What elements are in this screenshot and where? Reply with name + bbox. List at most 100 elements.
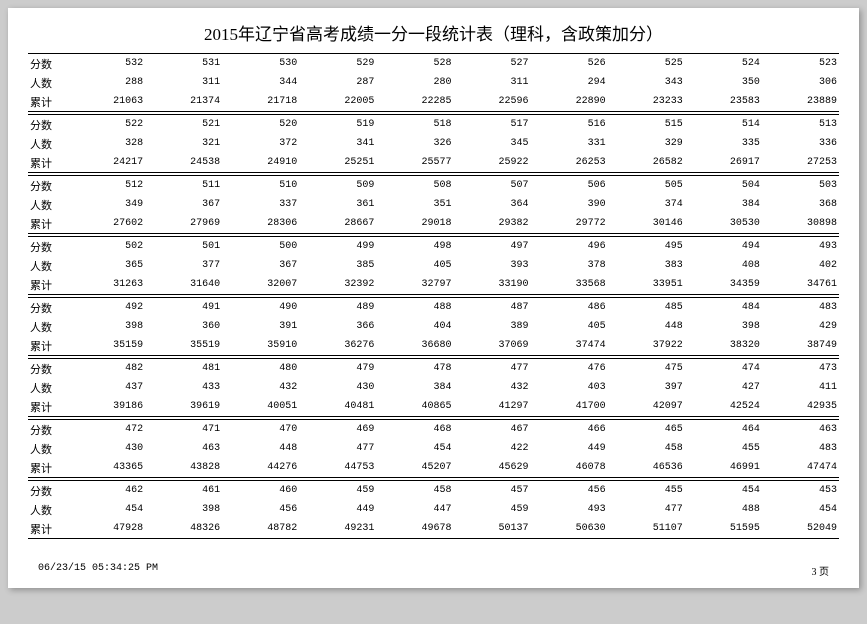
score-block: 分数492491490489488487486485484483人数398360… bbox=[28, 297, 839, 356]
data-cell: 453 bbox=[762, 481, 839, 500]
data-cell: 28306 bbox=[222, 214, 299, 233]
row-label: 累计 bbox=[28, 153, 68, 172]
score-table: 分数462461460459458457456455454453人数454398… bbox=[28, 481, 839, 538]
data-cell: 341 bbox=[299, 134, 376, 153]
data-cell: 40051 bbox=[222, 397, 299, 416]
data-cell: 500 bbox=[222, 237, 299, 256]
data-cell: 468 bbox=[376, 420, 453, 439]
data-cell: 515 bbox=[608, 115, 685, 134]
table-row: 累计27602279692830628667290182938229772301… bbox=[28, 214, 839, 233]
table-row: 分数492491490489488487486485484483 bbox=[28, 298, 839, 317]
data-cell: 523 bbox=[762, 54, 839, 73]
data-cell: 24217 bbox=[68, 153, 145, 172]
document-page: 2015年辽宁省高考成绩一分一段统计表（理科，含政策加分） 分数53253153… bbox=[8, 8, 859, 588]
row-label: 人数 bbox=[28, 317, 68, 336]
row-label: 分数 bbox=[28, 481, 68, 500]
table-row: 人数349367337361351364390374384368 bbox=[28, 195, 839, 214]
score-table: 分数472471470469468467466465464463人数430463… bbox=[28, 420, 839, 477]
data-cell: 37922 bbox=[608, 336, 685, 355]
data-cell: 532 bbox=[68, 54, 145, 73]
row-label: 累计 bbox=[28, 275, 68, 294]
data-cell: 465 bbox=[608, 420, 685, 439]
data-cell: 52049 bbox=[762, 519, 839, 538]
data-cell: 377 bbox=[145, 256, 222, 275]
data-cell: 349 bbox=[68, 195, 145, 214]
data-cell: 403 bbox=[531, 378, 608, 397]
score-block: 分数482481480479478477476475474473人数437433… bbox=[28, 358, 839, 417]
footer-page-number: 3 页 bbox=[812, 563, 830, 578]
data-cell: 26917 bbox=[685, 153, 762, 172]
data-cell: 398 bbox=[68, 317, 145, 336]
data-cell: 46991 bbox=[685, 458, 762, 477]
table-row: 累计35159355193591036276366803706937474379… bbox=[28, 336, 839, 355]
data-cell: 514 bbox=[685, 115, 762, 134]
data-cell: 506 bbox=[531, 176, 608, 195]
data-cell: 479 bbox=[299, 359, 376, 378]
data-cell: 492 bbox=[68, 298, 145, 317]
data-cell: 29018 bbox=[376, 214, 453, 233]
data-cell: 393 bbox=[453, 256, 530, 275]
data-cell: 470 bbox=[222, 420, 299, 439]
page-footer: 06/23/15 05:34:25 PM 3 页 bbox=[38, 563, 829, 578]
data-cell: 41700 bbox=[531, 397, 608, 416]
data-cell: 21063 bbox=[68, 92, 145, 111]
data-cell: 432 bbox=[222, 378, 299, 397]
data-cell: 458 bbox=[376, 481, 453, 500]
data-cell: 519 bbox=[299, 115, 376, 134]
data-cell: 433 bbox=[145, 378, 222, 397]
data-cell: 475 bbox=[608, 359, 685, 378]
data-cell: 37474 bbox=[531, 336, 608, 355]
data-cell: 521 bbox=[145, 115, 222, 134]
data-cell: 31640 bbox=[145, 275, 222, 294]
data-cell: 495 bbox=[608, 237, 685, 256]
data-cell: 329 bbox=[608, 134, 685, 153]
data-cell: 25251 bbox=[299, 153, 376, 172]
data-cell: 51595 bbox=[685, 519, 762, 538]
data-cell: 49678 bbox=[376, 519, 453, 538]
data-cell: 311 bbox=[453, 73, 530, 92]
data-cell: 483 bbox=[762, 298, 839, 317]
data-cell: 480 bbox=[222, 359, 299, 378]
row-label: 分数 bbox=[28, 359, 68, 378]
table-row: 累计24217245382491025251255772592226253265… bbox=[28, 153, 839, 172]
data-cell: 477 bbox=[608, 500, 685, 519]
data-cell: 335 bbox=[685, 134, 762, 153]
data-cell: 477 bbox=[453, 359, 530, 378]
data-cell: 368 bbox=[762, 195, 839, 214]
data-cell: 485 bbox=[608, 298, 685, 317]
data-cell: 321 bbox=[145, 134, 222, 153]
data-cell: 23583 bbox=[685, 92, 762, 111]
data-cell: 516 bbox=[531, 115, 608, 134]
score-block: 分数512511510509508507506505504503人数349367… bbox=[28, 175, 839, 234]
data-cell: 505 bbox=[608, 176, 685, 195]
data-cell: 449 bbox=[531, 439, 608, 458]
data-cell: 464 bbox=[685, 420, 762, 439]
data-cell: 43828 bbox=[145, 458, 222, 477]
data-cell: 448 bbox=[608, 317, 685, 336]
data-cell: 35519 bbox=[145, 336, 222, 355]
table-row: 累计47928483264878249231496785013750630511… bbox=[28, 519, 839, 538]
table-row: 分数472471470469468467466465464463 bbox=[28, 420, 839, 439]
data-cell: 25922 bbox=[453, 153, 530, 172]
data-cell: 489 bbox=[299, 298, 376, 317]
data-cell: 474 bbox=[685, 359, 762, 378]
data-cell: 280 bbox=[376, 73, 453, 92]
data-cell: 463 bbox=[145, 439, 222, 458]
data-cell: 45207 bbox=[376, 458, 453, 477]
data-cell: 25577 bbox=[376, 153, 453, 172]
row-label: 人数 bbox=[28, 256, 68, 275]
data-cell: 509 bbox=[299, 176, 376, 195]
data-cell: 493 bbox=[531, 500, 608, 519]
data-cell: 27253 bbox=[762, 153, 839, 172]
data-cell: 364 bbox=[453, 195, 530, 214]
data-cell: 405 bbox=[376, 256, 453, 275]
data-cell: 366 bbox=[299, 317, 376, 336]
data-cell: 457 bbox=[453, 481, 530, 500]
data-cell: 350 bbox=[685, 73, 762, 92]
data-cell: 46536 bbox=[608, 458, 685, 477]
table-row: 人数430463448477454422449458455483 bbox=[28, 439, 839, 458]
data-cell: 345 bbox=[453, 134, 530, 153]
row-label: 累计 bbox=[28, 92, 68, 111]
data-cell: 467 bbox=[453, 420, 530, 439]
row-label: 分数 bbox=[28, 237, 68, 256]
